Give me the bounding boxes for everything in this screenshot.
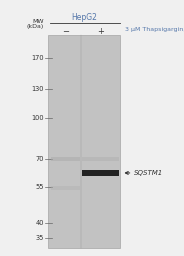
Text: 55: 55 [36, 184, 44, 190]
Bar [51, 157, 80, 162]
Text: 40: 40 [36, 220, 44, 226]
Text: HepG2: HepG2 [72, 13, 98, 22]
Bar [82, 170, 119, 176]
Text: 170: 170 [31, 55, 44, 61]
Text: MW
(kDa): MW (kDa) [27, 19, 44, 29]
Text: +: + [97, 27, 104, 36]
Bar [51, 186, 80, 190]
Text: 100: 100 [31, 115, 44, 122]
Bar [82, 157, 119, 162]
Text: −: − [62, 27, 69, 36]
Text: 3 μM Thapsigargin, 12 hr: 3 μM Thapsigargin, 12 hr [125, 27, 184, 33]
Bar [48, 35, 120, 248]
Text: SQSTM1: SQSTM1 [134, 170, 164, 176]
Text: 130: 130 [32, 86, 44, 92]
Text: 70: 70 [36, 156, 44, 162]
Text: 35: 35 [36, 235, 44, 241]
